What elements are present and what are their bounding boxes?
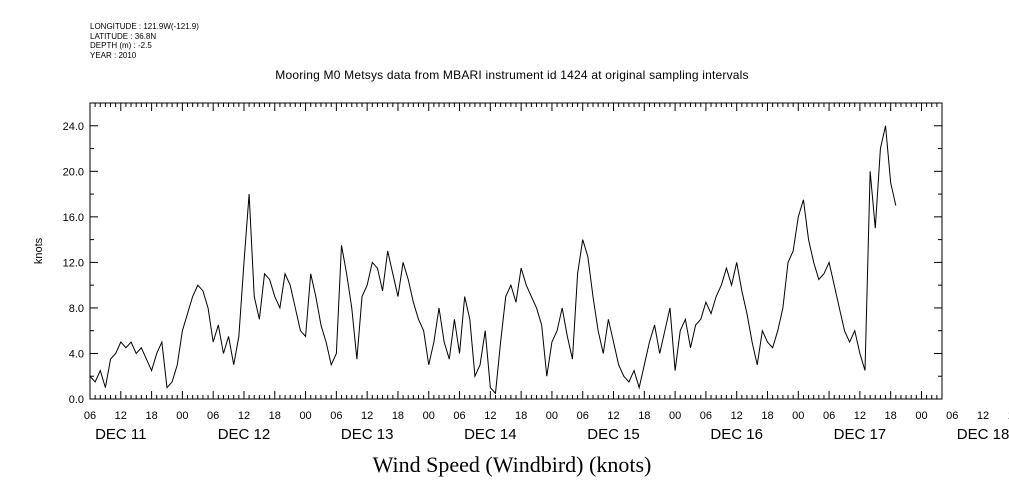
- x-tick-label: 00: [546, 410, 558, 422]
- x-tick-label: 06: [330, 410, 342, 422]
- chart-title: Mooring M0 Metsys data from MBARI instru…: [275, 68, 749, 82]
- x-tick-label: 18: [638, 410, 650, 422]
- y-tick-label: 4.0: [69, 348, 84, 360]
- x-tick-label: 18: [145, 410, 157, 422]
- x-tick-label: 12: [484, 410, 496, 422]
- x-day-label: DEC 13: [341, 426, 394, 443]
- x-tick-label: 12: [361, 410, 373, 422]
- x-tick-label: 12: [607, 410, 619, 422]
- x-tick-label: 18: [392, 410, 404, 422]
- x-axis-label: Wind Speed (Windbird) (knots): [372, 452, 652, 477]
- y-tick-label: 20.0: [63, 166, 84, 178]
- y-tick-label: 16.0: [63, 212, 84, 224]
- year-text: YEAR : 2010: [90, 50, 137, 60]
- x-tick-label: 00: [176, 410, 188, 422]
- x-tick-label: 12: [238, 410, 250, 422]
- x-tick-label: 00: [423, 410, 435, 422]
- x-tick-label: 18: [885, 410, 897, 422]
- x-day-label: DEC 14: [464, 426, 517, 443]
- wind-speed-series-line: [89, 125, 897, 395]
- x-tick-label: 06: [700, 410, 712, 422]
- x-tick-label: 06: [453, 410, 465, 422]
- x-day-label: DEC 17: [834, 426, 887, 443]
- x-tick-label: 18: [1008, 410, 1009, 422]
- x-tick-label: 12: [854, 410, 866, 422]
- plot-frame: [89, 102, 943, 400]
- x-tick-label: 12: [731, 410, 743, 422]
- x-tick-label: 00: [299, 410, 311, 422]
- x-tick-label: 12: [977, 410, 989, 422]
- x-day-label: DEC 11: [95, 426, 146, 443]
- x-tick-label: 18: [515, 410, 527, 422]
- x-tick-label: 18: [269, 410, 281, 422]
- x-tick-label: 06: [946, 410, 958, 422]
- latitude-text: LATITUDE : 36.8N: [90, 31, 157, 41]
- x-day-label: DEC 16: [710, 426, 763, 443]
- y-tick-label: 8.0: [69, 303, 84, 315]
- x-day-label: DEC 15: [587, 426, 640, 443]
- depth-text: DEPTH (m) : -2.5: [90, 41, 152, 50]
- x-tick-label: 06: [84, 410, 96, 422]
- x-tick-label: 12: [115, 410, 127, 422]
- y-axis-title: knots: [33, 237, 45, 264]
- x-tick-label: 06: [207, 410, 219, 422]
- x-tick-label: 00: [792, 410, 804, 422]
- x-day-label: DEC 12: [218, 426, 271, 443]
- y-tick-label: 24.0: [63, 121, 84, 133]
- y-tick-label: 0.0: [69, 394, 84, 406]
- y-tick-label: 12.0: [63, 257, 84, 269]
- station-metadata: LONGITUDE : 121.9W(-121.9) LATITUDE : 36…: [90, 22, 199, 60]
- x-tick-label: 18: [761, 410, 773, 422]
- x-tick-label: 00: [915, 410, 927, 422]
- x-tick-label: 06: [823, 410, 835, 422]
- x-tick-label: 00: [669, 410, 681, 422]
- x-day-label: DEC 18: [957, 426, 1009, 443]
- x-tick-label: 06: [577, 410, 589, 422]
- longitude-text: LONGITUDE : 121.9W(-121.9): [90, 22, 199, 31]
